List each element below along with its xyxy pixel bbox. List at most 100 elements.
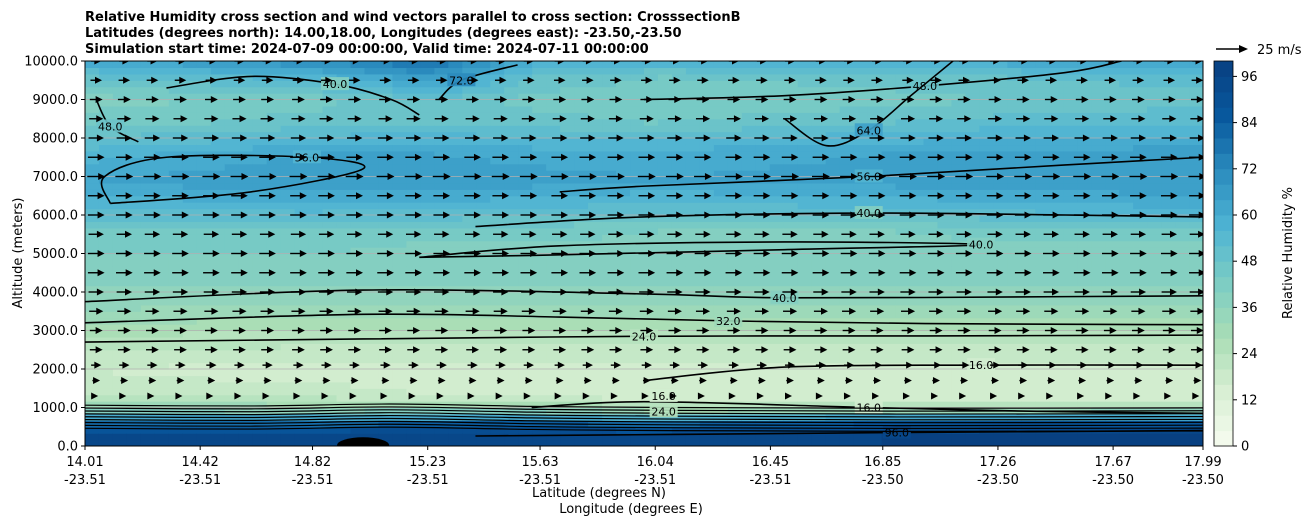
rh-cell bbox=[406, 182, 421, 190]
rh-cell bbox=[126, 67, 142, 75]
rh-cell bbox=[210, 375, 226, 383]
rh-cell bbox=[476, 317, 491, 325]
rh-cell bbox=[168, 381, 184, 389]
rh-cell bbox=[811, 317, 827, 325]
rh-cell bbox=[476, 304, 491, 312]
rh-cell bbox=[574, 413, 589, 421]
rh-cell bbox=[168, 144, 184, 152]
rh-cell bbox=[951, 279, 967, 287]
rh-cell bbox=[657, 138, 673, 146]
rh-cell bbox=[154, 189, 170, 197]
rh-cell bbox=[979, 202, 994, 210]
rh-cell bbox=[644, 285, 659, 293]
rh-cell bbox=[182, 369, 198, 377]
rh-cell bbox=[210, 118, 226, 126]
rh-cell bbox=[210, 240, 226, 248]
rh-cell bbox=[602, 73, 617, 81]
rh-cell bbox=[783, 118, 799, 126]
rh-cell bbox=[252, 388, 268, 396]
rh-cell bbox=[140, 67, 156, 75]
rh-cell bbox=[280, 157, 296, 165]
rh-cell bbox=[685, 388, 701, 396]
rh-cell bbox=[532, 407, 547, 415]
rh-cell bbox=[224, 67, 240, 75]
rh-cell bbox=[951, 330, 967, 338]
rh-cell bbox=[685, 317, 701, 325]
rh-cell bbox=[98, 279, 114, 287]
rh-cell bbox=[979, 176, 994, 184]
rh-cell bbox=[937, 176, 953, 184]
rh-cell bbox=[895, 292, 911, 300]
rh-cell bbox=[85, 182, 100, 190]
rh-cell bbox=[98, 253, 114, 261]
rh-cell bbox=[644, 259, 659, 267]
rh-cell bbox=[630, 234, 645, 242]
rh-cell bbox=[769, 272, 785, 280]
rh-cell bbox=[336, 247, 352, 255]
rh-cell bbox=[210, 394, 226, 402]
rh-cell bbox=[644, 279, 659, 287]
rh-cell bbox=[266, 227, 282, 235]
rh-cell bbox=[336, 131, 352, 139]
rh-cell bbox=[504, 362, 519, 370]
rh-cell bbox=[252, 298, 268, 306]
rh-cell bbox=[741, 176, 757, 184]
rh-cell bbox=[1007, 125, 1022, 133]
rh-cell bbox=[644, 67, 659, 75]
rh-cell bbox=[196, 253, 212, 261]
rh-cell bbox=[294, 253, 310, 261]
rh-cell bbox=[671, 138, 687, 146]
rh-cell bbox=[797, 163, 813, 171]
rh-cell bbox=[364, 375, 380, 383]
rh-cell bbox=[923, 182, 939, 190]
rh-cell bbox=[280, 394, 296, 402]
rh-cell bbox=[252, 285, 268, 293]
rh-cell bbox=[140, 388, 156, 396]
rh-cell bbox=[238, 202, 254, 210]
rh-cell bbox=[420, 439, 435, 446]
rh-cell bbox=[336, 99, 352, 107]
rh-cell bbox=[1035, 381, 1050, 389]
rh-cell bbox=[713, 272, 729, 280]
rh-cell bbox=[462, 240, 477, 248]
rh-cell bbox=[895, 105, 911, 113]
wind-vector bbox=[294, 377, 303, 385]
rh-cell bbox=[588, 61, 603, 69]
rh-cell bbox=[937, 298, 953, 306]
rh-cell bbox=[518, 176, 533, 184]
rh-cell bbox=[322, 61, 338, 69]
rh-cell bbox=[168, 202, 184, 210]
rh-cell bbox=[532, 362, 547, 370]
rh-cell bbox=[98, 330, 114, 338]
rh-cell bbox=[839, 118, 855, 126]
rh-cell bbox=[811, 61, 827, 69]
rh-cell bbox=[420, 67, 435, 75]
wind-vector bbox=[262, 361, 273, 369]
rh-cell bbox=[685, 157, 701, 165]
rh-cell bbox=[546, 93, 561, 101]
rh-cell bbox=[1049, 336, 1064, 344]
rh-cell bbox=[895, 343, 911, 351]
rh-cell bbox=[364, 112, 380, 120]
rh-cell bbox=[224, 330, 240, 338]
rh-cell bbox=[1133, 105, 1148, 113]
rh-cell bbox=[923, 401, 939, 409]
rh-cell bbox=[112, 227, 128, 235]
rh-cell bbox=[783, 86, 799, 94]
rh-cell bbox=[825, 356, 841, 364]
rh-cell bbox=[1035, 227, 1050, 235]
rh-cell bbox=[294, 125, 310, 133]
rh-cell bbox=[1119, 131, 1134, 139]
rh-cell bbox=[448, 285, 463, 293]
rh-cell bbox=[993, 99, 1008, 107]
rh-cell bbox=[671, 298, 687, 306]
rh-cell bbox=[951, 272, 967, 280]
rh-cell bbox=[1077, 369, 1092, 377]
rh-cell bbox=[308, 394, 324, 402]
rh-cell bbox=[98, 86, 114, 94]
rh-cell bbox=[1175, 433, 1190, 441]
rh-cell bbox=[630, 375, 645, 383]
rh-cell bbox=[741, 433, 757, 441]
rh-cell bbox=[1147, 324, 1162, 332]
rh-cell bbox=[294, 369, 310, 377]
